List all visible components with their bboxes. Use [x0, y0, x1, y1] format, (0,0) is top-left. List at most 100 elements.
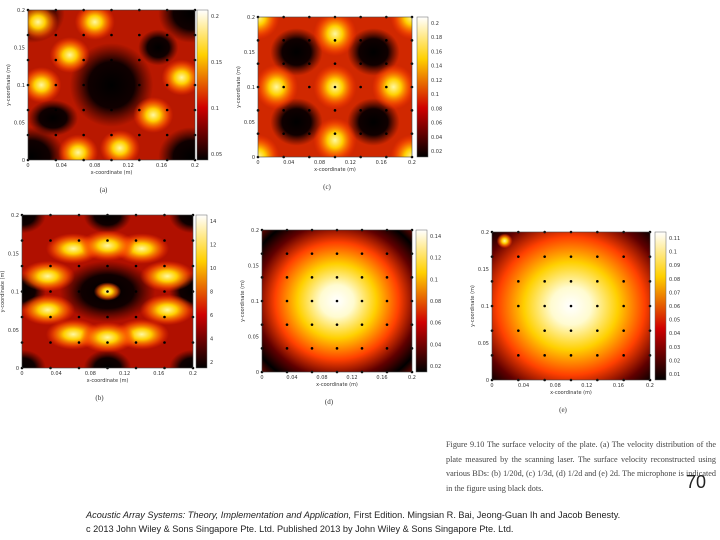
y-axis-label: y-coordinate (m) [470, 285, 476, 327]
book-title: Acoustic Array Systems: Theory, Implemen… [86, 510, 352, 520]
heat-blob [161, 59, 195, 96]
microphone-dot [359, 132, 362, 135]
x-tick-label: 0.08 [550, 383, 561, 389]
heatmap-panel: 0.05 0.1 0.15 0.2 0 0.04 0.08 0.12 0.16 0.2 0 0.05 0… [6, 8, 222, 194]
microphone-dot [285, 347, 289, 350]
microphone-dot [308, 109, 311, 112]
colorbar-tick-label: 0.09 [669, 263, 680, 269]
microphone-dot [106, 239, 109, 242]
microphone-dot [82, 108, 85, 112]
heat-blob [390, 17, 412, 40]
y-axis-label: y-coordinate (m) [236, 66, 242, 108]
microphone-dot [310, 347, 314, 350]
x-tick-label: 0.08 [85, 371, 96, 377]
x-tick-label: 0.08 [316, 375, 327, 381]
microphone-dot [82, 133, 85, 137]
microphone-dot [310, 323, 314, 326]
microphone-dot [285, 276, 289, 279]
microphone-dot [282, 39, 285, 42]
y-tick-label: 0.05 [8, 328, 19, 334]
microphone-dot [385, 39, 388, 42]
x-tick-label: 0.08 [314, 160, 325, 166]
y-tick-label: 0 [16, 366, 19, 372]
x-tick-label: 0.12 [123, 163, 134, 169]
colorbar-tick-label: 0.02 [669, 358, 680, 364]
microphone-dot [54, 83, 58, 87]
y-axis-label: y-coordinate (m) [240, 280, 246, 322]
x-tick-label: 0.16 [613, 383, 624, 389]
microphone-dot [308, 39, 311, 42]
y-tick-label: 0.1 [481, 304, 489, 310]
x-tick-label: 0.2 [408, 375, 416, 381]
microphone-dot [308, 132, 311, 135]
panel-label: (d) [325, 398, 334, 406]
x-tick-label: 0.16 [153, 371, 164, 377]
plot-frame [261, 229, 413, 373]
colorbar-tick-label: 0.1 [669, 250, 677, 256]
microphone-dot [385, 132, 388, 135]
colorbar-tick-label: 0.11 [669, 236, 680, 242]
x-tick-label: 0.2 [189, 371, 197, 377]
colorbar-tick-label: 0.12 [430, 256, 441, 262]
microphone-dot [310, 252, 314, 255]
microphone-dot [622, 329, 625, 332]
y-tick-label: 0.2 [17, 8, 25, 14]
x-tick-label: 0.04 [283, 160, 294, 166]
microphone-dot [543, 354, 546, 357]
microphone-dot [622, 280, 625, 283]
microphone-dot [165, 58, 169, 62]
y-tick-label: 0.05 [248, 335, 259, 341]
microphone-dot [333, 132, 337, 135]
x-tick-label: 0 [490, 383, 493, 389]
colorbar-tick-label: 14 [210, 219, 216, 225]
microphone-dot [569, 280, 573, 283]
heat-blob [22, 349, 46, 368]
microphone-dot [360, 347, 364, 350]
microphone-dot [282, 109, 285, 112]
y-tick-label: 0.05 [478, 341, 489, 347]
colorbar-tick-label: 0.08 [430, 299, 441, 305]
heat-blob [28, 100, 79, 136]
colorbar-tick-label: 10 [210, 266, 216, 272]
microphone-dot [569, 329, 573, 332]
colorbar-tick-label: 0.01 [669, 372, 680, 378]
heat-blob [28, 10, 59, 40]
panel-label: (c) [323, 183, 331, 191]
x-tick-label: 0 [26, 163, 29, 169]
colorbar-tick-label: 12 [210, 243, 216, 249]
microphone-dot [596, 280, 599, 283]
microphone-dot [333, 39, 337, 42]
colorbar-tick-label: 4 [210, 337, 213, 343]
microphone-dot [308, 62, 311, 65]
heat-blob [313, 117, 357, 157]
microphone-dot [110, 33, 113, 37]
figure-caption: Figure 9.10 The surface velocity of the … [446, 440, 716, 493]
x-tick-label: 0.12 [345, 160, 356, 166]
colorbar-tick-label: 0.04 [431, 135, 442, 141]
microphone-dot [569, 255, 573, 258]
heat-blob [371, 64, 412, 110]
x-tick-label: 0.08 [89, 163, 100, 169]
microphone-dot [165, 108, 169, 112]
plot-frame [21, 214, 194, 369]
microphone-dot [335, 323, 339, 326]
y-tick-label: 0.1 [11, 290, 19, 296]
microphone-dot [596, 255, 599, 258]
microphone-dot [134, 239, 138, 242]
microphone-dot [333, 62, 337, 65]
microphone-dot [517, 255, 520, 258]
microphone-dot [543, 329, 546, 332]
heat-blob [22, 260, 76, 292]
heat-blob [22, 215, 46, 234]
microphone-dot [517, 329, 520, 332]
microphone-dot [622, 255, 625, 258]
microphone-dot [54, 108, 58, 112]
microphone-dot [385, 276, 389, 279]
microphone-dot [335, 276, 339, 279]
microphone-dot [359, 85, 362, 89]
colorbar-tick-label: 0.08 [431, 106, 442, 112]
colorbar [415, 229, 428, 373]
microphone-dot [517, 280, 520, 283]
heat-blob [158, 10, 195, 43]
